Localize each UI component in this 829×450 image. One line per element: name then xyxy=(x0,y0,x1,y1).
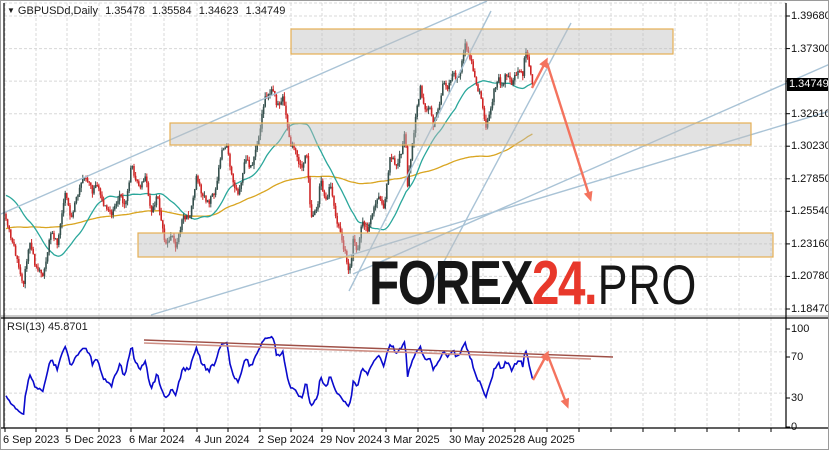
logo-dot: . xyxy=(583,249,598,318)
date-axis-label: 2 Sep 2024 xyxy=(258,434,315,446)
price-axis-label: 1.18470 xyxy=(791,303,829,315)
date-axis-label: 5 Dec 2023 xyxy=(65,434,122,446)
price-axis-label: 1.20780 xyxy=(791,270,829,282)
price-axis-label: 1.23160 xyxy=(791,238,829,250)
rsi-axis-label: 30 xyxy=(791,392,804,404)
date-axis-label: 6 Mar 2024 xyxy=(129,434,185,446)
watermark-logo: FOREX24.PRO xyxy=(369,253,698,316)
ohlc-open: 1.35478 xyxy=(105,5,145,17)
rsi-axis-label: 70 xyxy=(791,351,804,363)
logo-forex: FOREX xyxy=(369,249,533,318)
price-axis-label: 1.32610 xyxy=(791,108,829,120)
ohlc-close: 1.34749 xyxy=(245,5,286,17)
price-axis-label: 1.37300 xyxy=(791,43,829,55)
date-axis-label: 28 Aug 2025 xyxy=(513,434,575,446)
date-axis-label: 3 Mar 2025 xyxy=(384,434,440,446)
ohlc-low: 1.34623 xyxy=(198,5,239,17)
price-axis-label: 1.27850 xyxy=(791,173,829,185)
current-price-badge: 1.34749 xyxy=(787,78,828,91)
date-axis-label: 30 May 2025 xyxy=(449,434,513,446)
symbol-name: GBPUSDd,Daily xyxy=(17,5,98,17)
date-axis-label: 4 Jun 2024 xyxy=(195,434,250,446)
ohlc-high: 1.35584 xyxy=(151,5,192,17)
chart-title: ▼ GBPUSDd,Daily 1.35478 1.35584 1.34623 1… xyxy=(7,5,289,17)
date-axis-label: 6 Sep 2023 xyxy=(3,434,60,446)
price-axis-label: 1.39680 xyxy=(791,10,829,22)
logo-24: 24 xyxy=(531,249,586,318)
rsi-axis-label: 100 xyxy=(791,323,810,335)
rsi-indicator-label: RSI(13) 45.8701 xyxy=(7,321,88,333)
symbol-dropdown-icon[interactable]: ▼ xyxy=(7,6,15,15)
price-axis-label: 1.25540 xyxy=(791,205,829,217)
price-axis-label: 1.30230 xyxy=(791,140,829,152)
logo-pro: PRO xyxy=(597,253,698,316)
date-axis-label: 29 Nov 2024 xyxy=(320,434,383,446)
rsi-axis-label: 0 xyxy=(791,421,798,433)
